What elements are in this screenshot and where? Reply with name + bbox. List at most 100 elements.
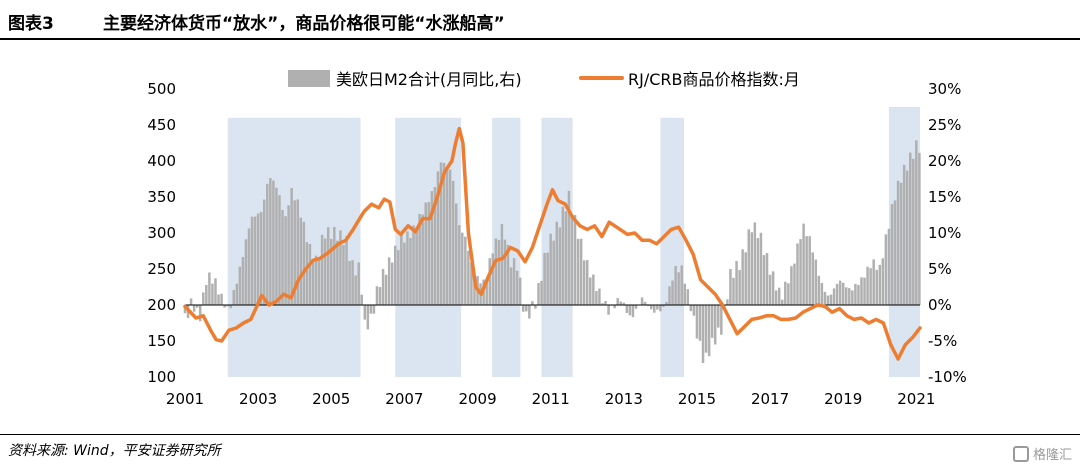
m2-bar [232, 290, 236, 305]
m2-bar [796, 243, 799, 305]
m2-bar [592, 274, 595, 305]
m2-bar [226, 305, 229, 307]
m2-bar [290, 187, 293, 305]
m2-bar [534, 305, 537, 309]
m2-bar [494, 238, 498, 305]
m2-bar [415, 227, 418, 305]
x-tick-label: 2013 [605, 390, 643, 408]
m2-bar [208, 272, 211, 305]
m2-bar [433, 186, 437, 305]
m2-bar [546, 252, 549, 305]
m2-bar [202, 292, 205, 305]
m2-bar [656, 305, 659, 310]
m2-bar [287, 205, 290, 305]
legend-bar-label: 美欧日M2合计(月同比,右) [336, 70, 522, 89]
m2-bar [506, 244, 510, 305]
m2-bar [464, 236, 467, 305]
m2-bar [573, 215, 577, 305]
m2-bar [406, 231, 409, 305]
m2-bar [229, 305, 232, 309]
m2-bar [616, 298, 619, 305]
m2-bar [266, 183, 269, 305]
m2-bar [485, 278, 488, 305]
m2-bar [881, 258, 885, 305]
m2-bar [784, 281, 787, 305]
y-left-tick-label: 300 [147, 224, 176, 242]
m2-bar [704, 305, 708, 353]
y-left-tick-label: 150 [147, 332, 176, 350]
m2-bar [738, 269, 741, 305]
m2-bar [375, 286, 379, 305]
m2-bar [333, 227, 336, 305]
m2-bar [299, 217, 303, 305]
m2-bar [774, 290, 778, 305]
x-tick-label: 2003 [239, 390, 277, 408]
m2-bar [220, 293, 223, 305]
chart: 100 150 200 250 300 350 400 450 500 30% 25% 20% 15% 1… [147, 70, 967, 408]
m2-bar [653, 305, 656, 313]
m2-bar [454, 203, 458, 305]
m2-bar [857, 284, 860, 305]
x-tick-label: 2019 [824, 390, 862, 408]
m2-bar [488, 258, 491, 305]
m2-bar [735, 260, 738, 305]
y-left-tick-label: 350 [147, 188, 176, 206]
m2-bar [747, 229, 750, 305]
m2-bar [421, 214, 424, 305]
m2-bar [256, 213, 260, 305]
m2-bar [521, 305, 525, 312]
y-left-tick-label: 500 [147, 80, 176, 98]
m2-bar [537, 283, 540, 305]
m2-bar [409, 238, 412, 305]
m2-bar [394, 245, 397, 305]
m2-bar [707, 305, 711, 357]
y-right-tick-label: 25% [928, 116, 961, 134]
m2-bar [400, 234, 403, 305]
m2-bar [869, 268, 872, 305]
m2-bar [567, 190, 571, 305]
m2-bar [717, 305, 720, 328]
m2-bar [790, 266, 793, 305]
m2-bar [278, 195, 281, 305]
m2-bar [470, 262, 473, 305]
m2-bar [713, 305, 717, 345]
y-right-tick-label: 20% [928, 152, 961, 170]
shaded-period [660, 117, 685, 378]
m2-bar [902, 164, 906, 305]
m2-bar [217, 294, 220, 305]
m2-bar [604, 301, 607, 305]
m2-bar [680, 265, 683, 305]
m2-bar [799, 239, 802, 305]
source-note: 资料来源: Wind，平安证券研究所 [8, 443, 221, 459]
m2-bar [211, 283, 214, 305]
m2-bar [625, 305, 629, 313]
m2-bar [777, 287, 781, 305]
m2-bar [908, 152, 912, 305]
m2-bar [555, 221, 559, 305]
m2-bar [649, 305, 653, 310]
m2-bar [589, 277, 592, 305]
m2-bar [595, 291, 598, 305]
m2-bar [339, 230, 342, 305]
m2-bar [802, 223, 805, 305]
m2-bar [732, 277, 735, 305]
x-tick-label: 2011 [532, 390, 570, 408]
m2-bar [442, 162, 446, 305]
m2-bar [598, 288, 601, 305]
m2-bar [710, 305, 714, 338]
figure-title: 主要经济体货币“放水”，商品价格很可能“水涨船高” [103, 14, 505, 34]
m2-bar [500, 224, 504, 305]
x-tick-label: 2017 [751, 390, 789, 408]
footer-rule [0, 434, 1080, 435]
m2-bar [543, 252, 546, 305]
m2-bar [726, 299, 729, 305]
m2-bar [515, 270, 519, 305]
m2-bar [354, 275, 357, 305]
x-tick-label: 2001 [166, 390, 204, 408]
m2-bar [540, 280, 543, 305]
m2-bar [378, 287, 382, 305]
m2-bar [692, 305, 696, 316]
m2-bar [564, 211, 568, 305]
m2-bar [811, 252, 814, 305]
m2-bar [467, 250, 470, 305]
